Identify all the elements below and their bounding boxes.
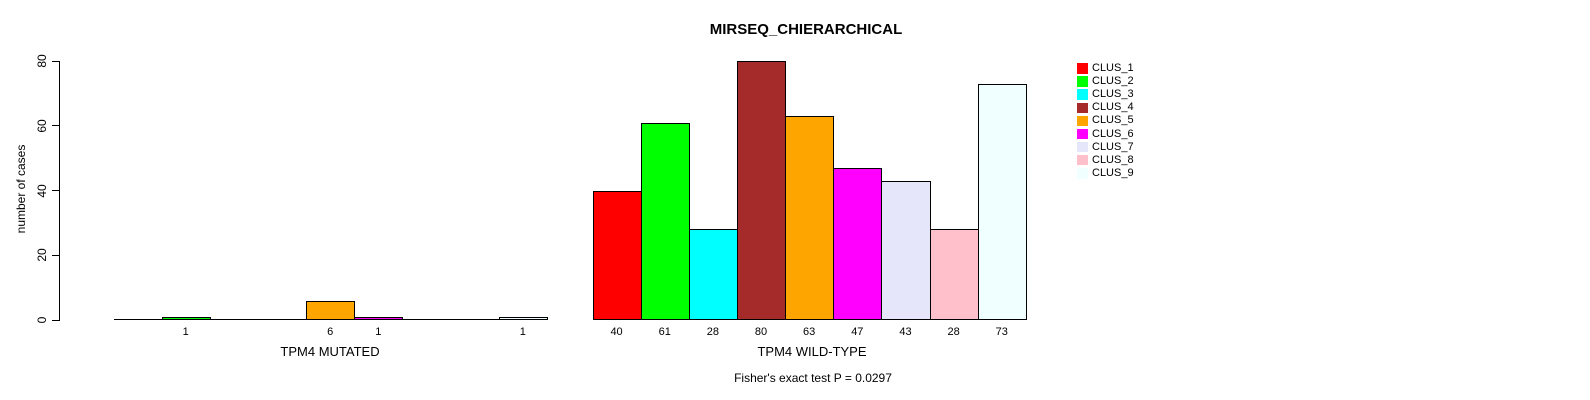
legend-swatch-clus_3 (1077, 89, 1088, 100)
y-axis-tick-label: 0 (35, 316, 49, 324)
legend-label: CLUS_5 (1092, 114, 1134, 127)
bar-value-label: 40 (610, 326, 623, 338)
bar-value-label: 47 (851, 326, 864, 338)
bar-value-label: 63 (803, 326, 816, 338)
group-label-wild-type: TPM4 WILD-TYPE (757, 344, 867, 359)
legend-label: CLUS_6 (1092, 127, 1134, 140)
bar-value-label: 61 (658, 326, 671, 338)
y-axis-label: number of cases (14, 144, 28, 234)
zero-baseline-segment (209, 319, 259, 320)
y-axis-tick (52, 190, 60, 191)
bar-value-label: 80 (754, 326, 768, 338)
legend-item: CLUS_7 (1077, 141, 1134, 154)
group-label-mutated: TPM4 MUTATED (280, 344, 380, 359)
bar-clus_7 (881, 180, 931, 320)
y-axis-tick-label: 40 (35, 183, 49, 198)
zero-baseline-segment (257, 319, 308, 320)
bar-clus_6 (833, 167, 883, 320)
legend: CLUS_1 CLUS_2 CLUS_3 CLUS_4 CLUS_5 CLUS_6 CLUS… (1077, 62, 1134, 180)
zero-baseline-segment (113, 319, 163, 320)
fisher-test-annotation: Fisher's exact test P = 0.0297 (734, 371, 892, 385)
zero-baseline-segment (450, 319, 500, 320)
bar-clus_2 (161, 316, 211, 320)
bar-value-label: 1 (182, 326, 189, 338)
bar-clus_6 (354, 316, 404, 320)
legend-label: CLUS_4 (1092, 101, 1134, 114)
legend-item: CLUS_2 (1077, 75, 1134, 88)
legend-item: CLUS_4 (1077, 101, 1134, 114)
y-axis-tick (52, 60, 60, 62)
bar-value-label: 28 (947, 326, 960, 338)
y-axis-tick (52, 125, 60, 127)
legend-label: CLUS_3 (1092, 88, 1134, 101)
bar-clus_5 (785, 116, 835, 320)
y-axis-line (59, 61, 60, 321)
chart-title: MIRSEQ_CHIERARCHICAL (709, 21, 903, 38)
y-axis-tick (52, 254, 60, 256)
bar-value-label: 6 (327, 326, 334, 338)
bar-clus_1 (592, 190, 642, 320)
legend-item: CLUS_9 (1077, 167, 1134, 180)
bar-value-label: 28 (706, 326, 719, 338)
bar-clus_3 (688, 229, 738, 320)
legend-swatch-clus_9 (1077, 168, 1088, 179)
bar-clus_4 (736, 61, 787, 320)
legend-label: CLUS_9 (1092, 166, 1134, 179)
legend-item: CLUS_5 (1077, 114, 1134, 127)
bar-clus_9 (498, 316, 548, 320)
legend-swatch-clus_7 (1077, 141, 1088, 153)
y-axis-tick-label: 80 (35, 54, 49, 68)
legend-label: CLUS_2 (1092, 75, 1134, 88)
legend-item: CLUS_1 (1077, 62, 1134, 75)
bar-clus_2 (640, 122, 690, 320)
legend-label: CLUS_1 (1092, 62, 1134, 75)
legend-swatch-clus_5 (1077, 115, 1088, 127)
legend-item: CLUS_3 (1077, 88, 1134, 101)
bar-clus_9 (977, 83, 1027, 320)
y-axis-tick-label: 20 (35, 248, 49, 262)
y-axis-tick-label: 60 (35, 119, 49, 133)
zero-baseline-segment (402, 319, 452, 320)
bar-clus_5 (306, 300, 356, 320)
legend-item: CLUS_6 (1077, 127, 1134, 140)
legend-swatch-clus_2 (1077, 76, 1088, 87)
bar-clus_8 (929, 229, 979, 320)
legend-item: CLUS_8 (1077, 154, 1134, 167)
legend-swatch-clus_4 (1077, 102, 1088, 114)
bar-value-label: 73 (995, 326, 1008, 338)
bar-value-label: 43 (899, 326, 912, 338)
legend-label: CLUS_7 (1092, 140, 1134, 153)
y-axis-tick (52, 319, 60, 321)
legend-label: CLUS_8 (1092, 153, 1134, 166)
bar-value-label: 1 (375, 326, 382, 338)
legend-swatch-clus_8 (1077, 154, 1088, 166)
bar-value-label: 1 (519, 326, 526, 338)
legend-swatch-clus_1 (1077, 63, 1088, 74)
legend-swatch-clus_6 (1077, 128, 1088, 140)
